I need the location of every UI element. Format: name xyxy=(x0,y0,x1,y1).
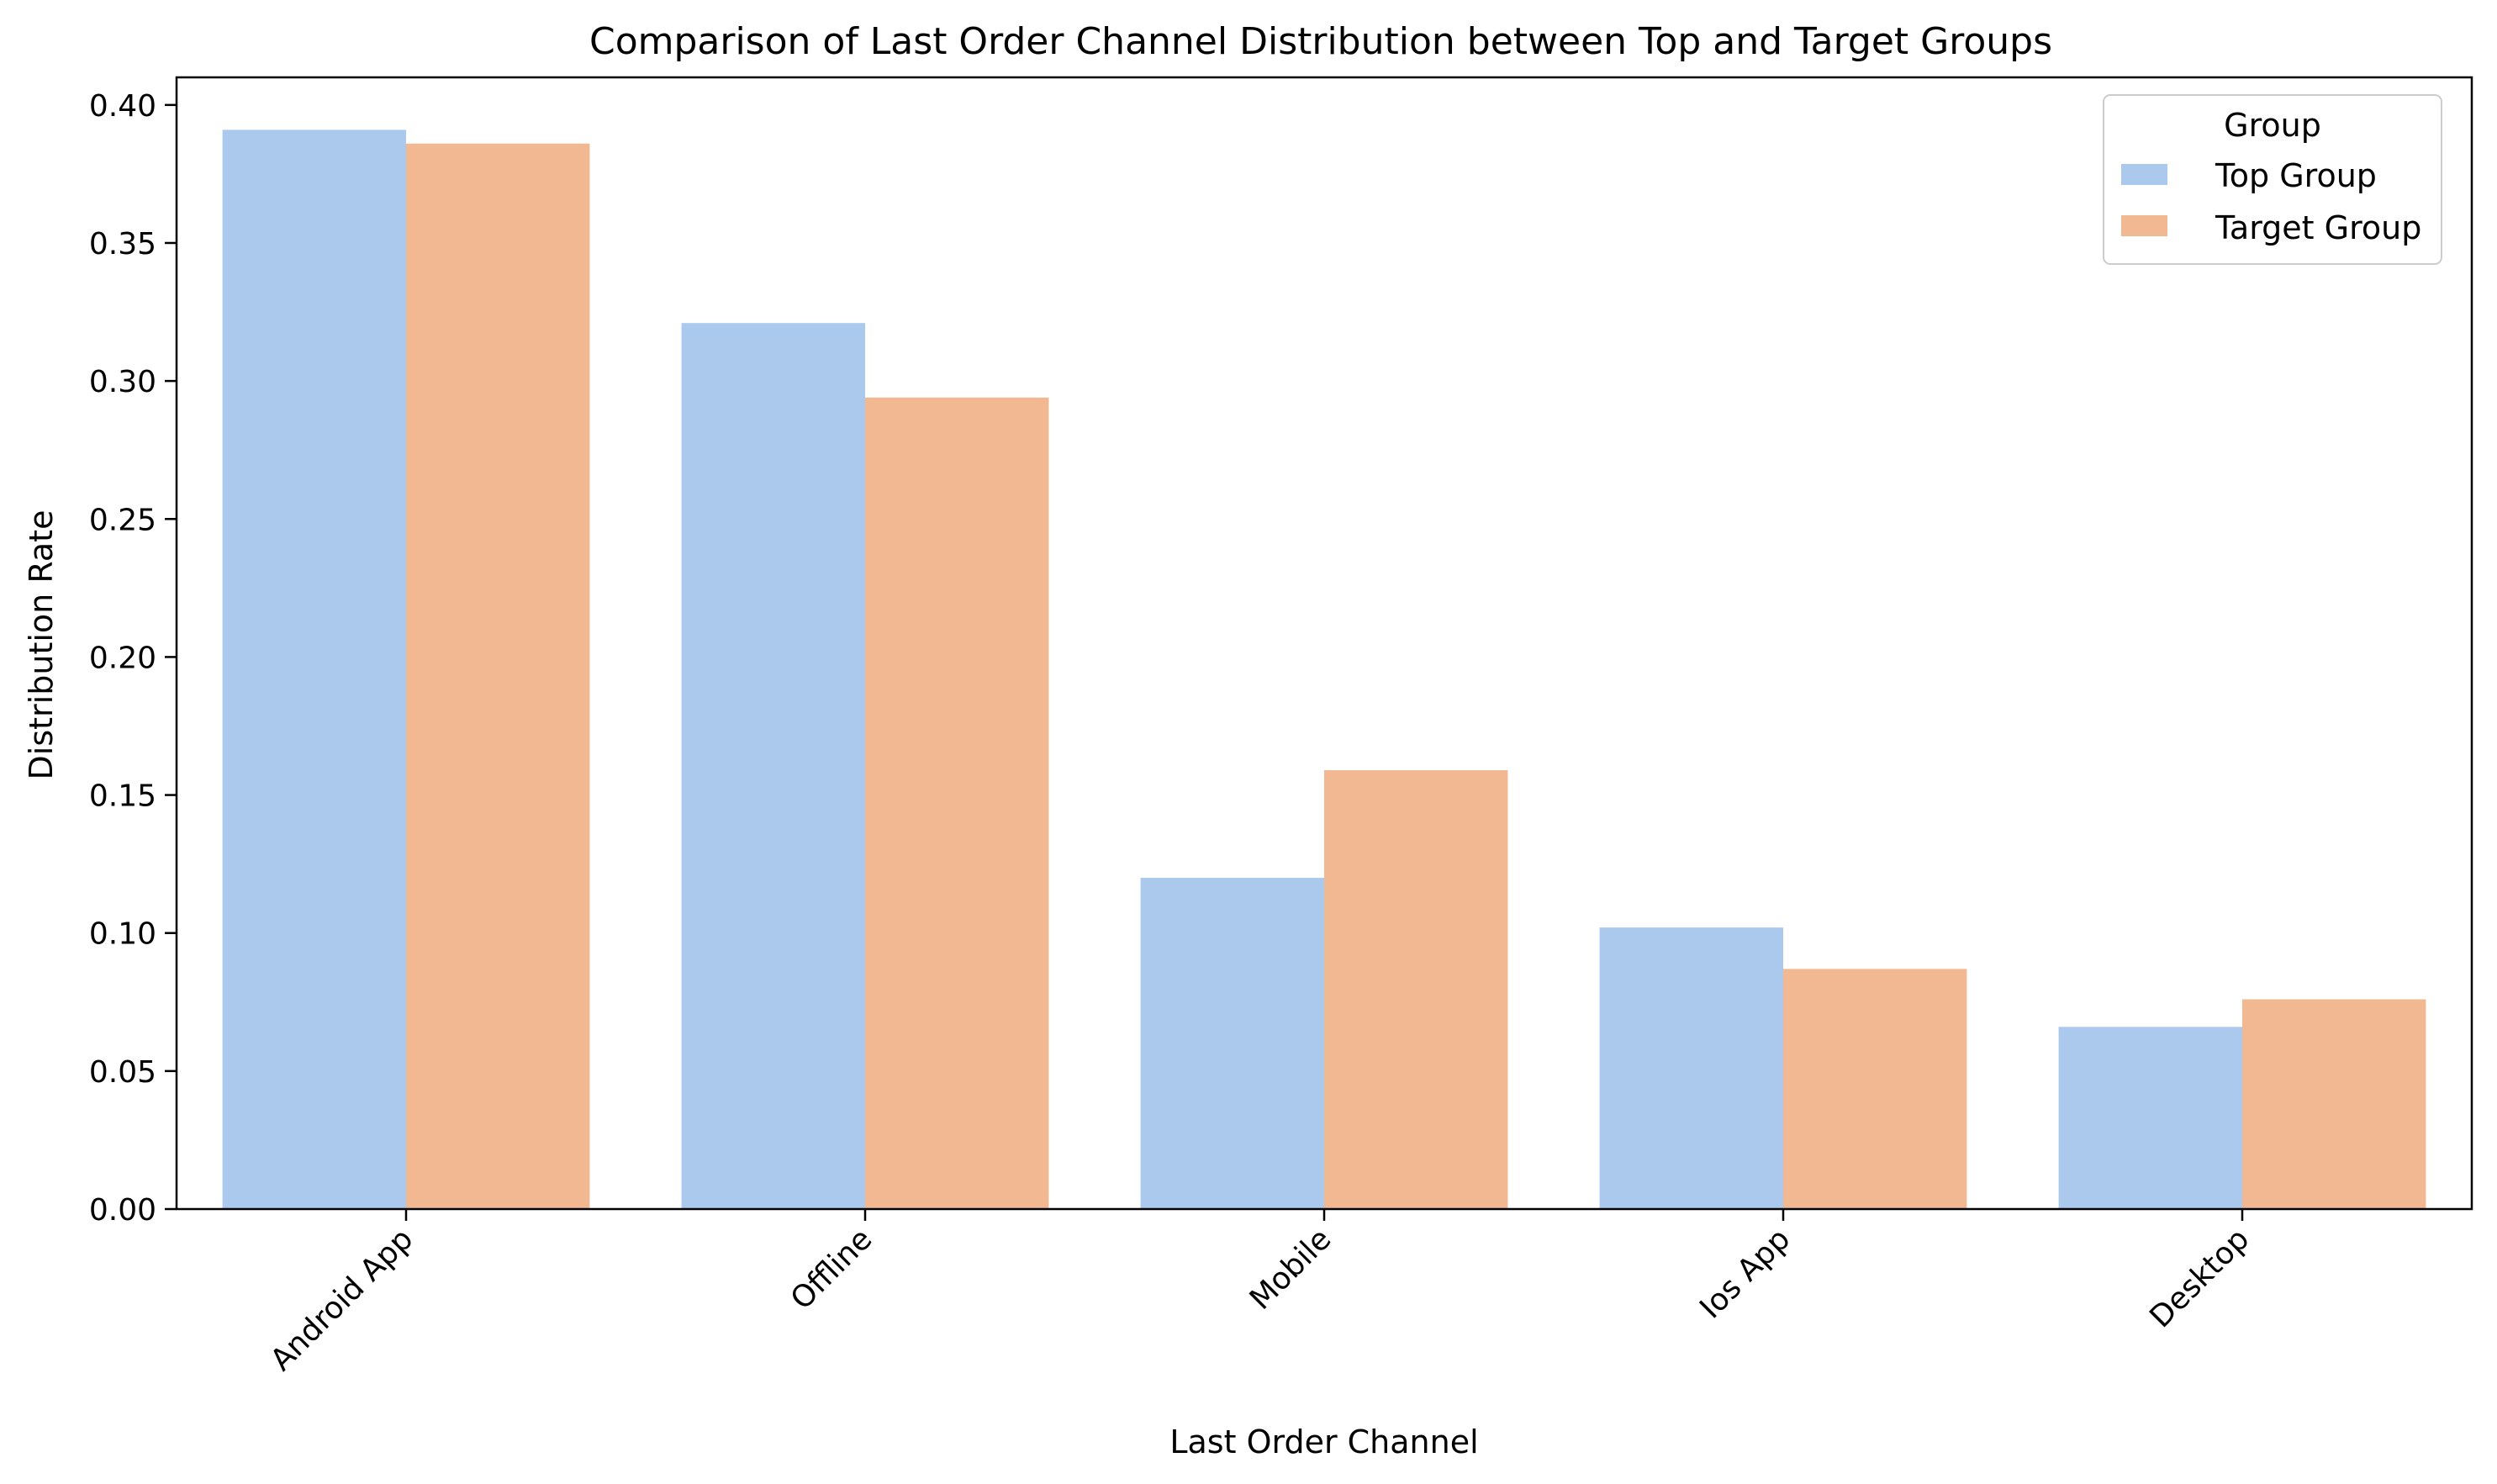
x-axis-label: Last Order Channel xyxy=(1169,1423,1478,1460)
bar-target-group-mobile xyxy=(1324,770,1508,1209)
y-axis-label: Distribution Rate xyxy=(23,510,60,780)
legend-swatch-target-group xyxy=(2121,215,2167,236)
y-tick-label: 0.20 xyxy=(89,641,156,675)
legend-label-top-group: Top Group xyxy=(2215,157,2377,194)
legend-title: Group xyxy=(2224,107,2321,144)
y-tick-label: 0.25 xyxy=(89,503,156,537)
legend-label-target-group: Target Group xyxy=(2215,209,2421,246)
bar-top-group-ios-app xyxy=(1599,927,1783,1209)
bars-group xyxy=(222,129,2426,1210)
y-tick-label: 0.30 xyxy=(89,365,156,399)
y-axis: 0.00 0.05 0.10 0.15 0.20 0.25 0.30 0.35 0.40 xyxy=(89,89,177,1228)
y-tick-label: 0.00 xyxy=(89,1193,156,1228)
bar-target-group-ios-app xyxy=(1783,969,1967,1209)
legend-swatch-top-group xyxy=(2121,164,2167,185)
y-tick-label: 0.35 xyxy=(89,227,156,261)
legend: Group Top Group Target Group xyxy=(2103,94,2442,265)
bar-target-group-android-app xyxy=(406,143,590,1209)
bar-target-group-offline xyxy=(865,397,1049,1209)
y-tick-label: 0.05 xyxy=(89,1055,156,1090)
bar-top-group-offline xyxy=(681,323,865,1210)
bar-top-group-mobile xyxy=(1140,878,1324,1209)
legend-frame xyxy=(2103,94,2442,265)
bar-target-group-desktop xyxy=(2242,999,2426,1209)
bar-top-group-android-app xyxy=(222,129,406,1209)
y-tick-label: 0.40 xyxy=(89,89,156,124)
y-tick-label: 0.15 xyxy=(89,779,156,814)
bar-top-group-desktop xyxy=(2058,1027,2242,1209)
plot-frame xyxy=(175,76,2473,1211)
y-tick-label: 0.10 xyxy=(89,917,156,952)
chart-title: Comparison of Last Order Channel Distrib… xyxy=(589,20,2052,63)
